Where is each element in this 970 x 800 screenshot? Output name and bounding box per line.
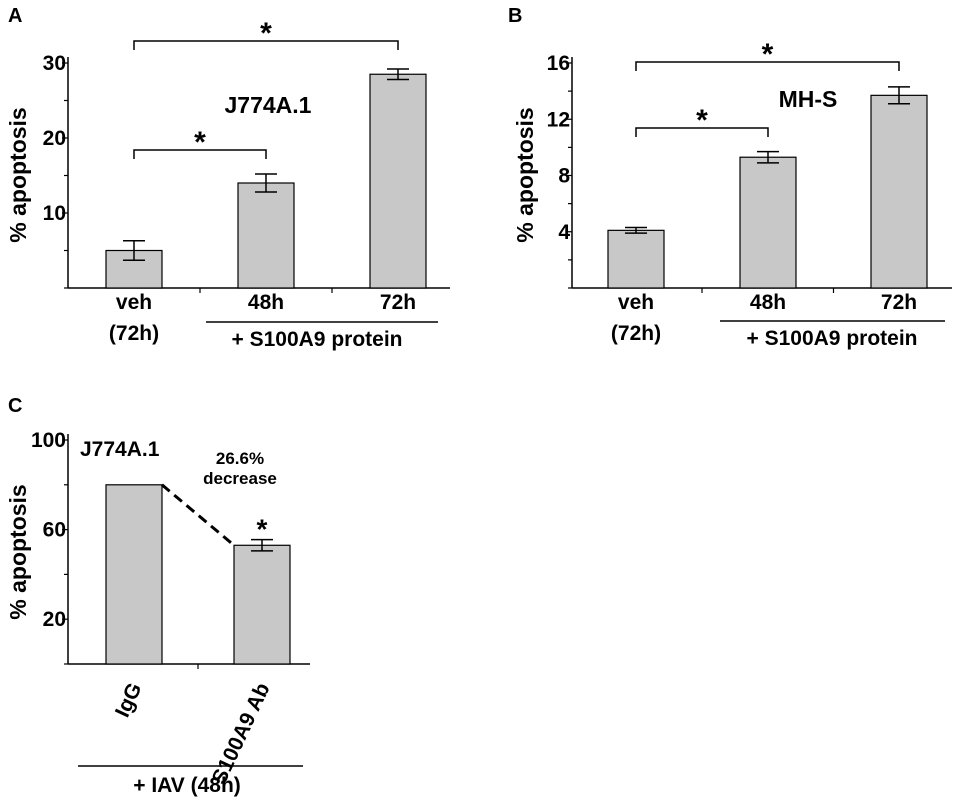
significance-star: * <box>762 38 774 71</box>
y-axis-label: % apoptosis <box>512 107 538 242</box>
bar <box>870 94 928 289</box>
y-tick-label: 10 <box>43 202 66 225</box>
x-tick-label: S100A9 Ab <box>208 679 275 787</box>
x-tick-label: IgG <box>111 679 147 720</box>
panel-letter: A <box>8 5 22 27</box>
significance-star: * <box>257 514 268 545</box>
y-axis-label: % apoptosis <box>5 107 31 242</box>
bar <box>105 484 163 665</box>
bar <box>237 182 295 289</box>
group-label: + S100A9 protein <box>747 327 918 350</box>
significance-star: * <box>696 104 708 137</box>
x-tick-label: veh <box>618 291 654 314</box>
error-bar <box>888 86 910 105</box>
chart-title: J774A.1 <box>80 438 160 461</box>
bar <box>233 544 291 665</box>
decrease-connector <box>161 483 235 547</box>
significance-star: * <box>194 126 206 159</box>
panel-letter: C <box>8 395 22 417</box>
y-tick-label: 12 <box>547 108 570 131</box>
bar <box>369 73 427 289</box>
x-tick-label: 72h <box>380 291 416 314</box>
error-bar <box>255 173 277 193</box>
significance-bracket <box>133 149 267 159</box>
significance-star: * <box>260 17 272 50</box>
error-bar <box>251 538 273 552</box>
group-label: + S100A9 protein <box>232 328 403 351</box>
bar <box>739 156 797 289</box>
error-bar <box>757 150 779 164</box>
plot-area: 4 8 12 16 veh (72h) 48h 72h * * <box>547 38 952 345</box>
panel-b: B % apoptosis MH-S 4 8 12 16 veh (72h) 48h 72h *… <box>508 5 952 350</box>
significance-bracket <box>635 127 769 137</box>
error-bar <box>123 240 145 261</box>
x-tick-label: 48h <box>750 291 786 314</box>
chart-title: MH-S <box>779 86 838 112</box>
y-tick-label: 20 <box>43 608 66 631</box>
error-bar <box>625 226 647 234</box>
plot-area: 20 60 100 IgG S100A9 Ab * 26.6%decrease <box>31 429 310 788</box>
chart-title: J774A.1 <box>225 92 312 118</box>
y-tick-label: 16 <box>547 52 570 75</box>
y-tick-label: 60 <box>43 519 66 542</box>
x-tick-label: (72h) <box>109 322 159 345</box>
x-tick-label: 48h <box>248 291 284 314</box>
significance-bracket <box>635 61 900 71</box>
y-tick-label: 100 <box>31 429 66 452</box>
annotation-text: decrease <box>203 469 277 488</box>
y-axis-label: % apoptosis <box>5 484 31 619</box>
x-tick-label: (72h) <box>611 322 661 345</box>
panel-c: C % apoptosis J774A.1 20 60 100 IgG S100A9 A… <box>5 395 310 797</box>
x-tick-label: veh <box>116 291 152 314</box>
y-tick-label: 4 <box>558 221 570 244</box>
panel-a: A % apoptosis J774A.1 10 20 30 veh (72h) 48h 7… <box>5 5 450 351</box>
panel-letter: B <box>508 5 522 27</box>
x-tick-label: 72h <box>881 291 917 314</box>
y-tick-label: 20 <box>43 127 66 150</box>
error-bar <box>387 68 409 81</box>
annotation-text: 26.6% <box>216 449 264 468</box>
group-label: + IAV (48h) <box>133 774 241 797</box>
plot-area: 10 20 30 veh (72h) 48h 72h * * <box>43 17 450 345</box>
bar <box>607 229 665 289</box>
significance-bracket <box>133 40 399 50</box>
y-tick-label: 30 <box>43 52 66 75</box>
y-tick-label: 8 <box>558 165 570 188</box>
